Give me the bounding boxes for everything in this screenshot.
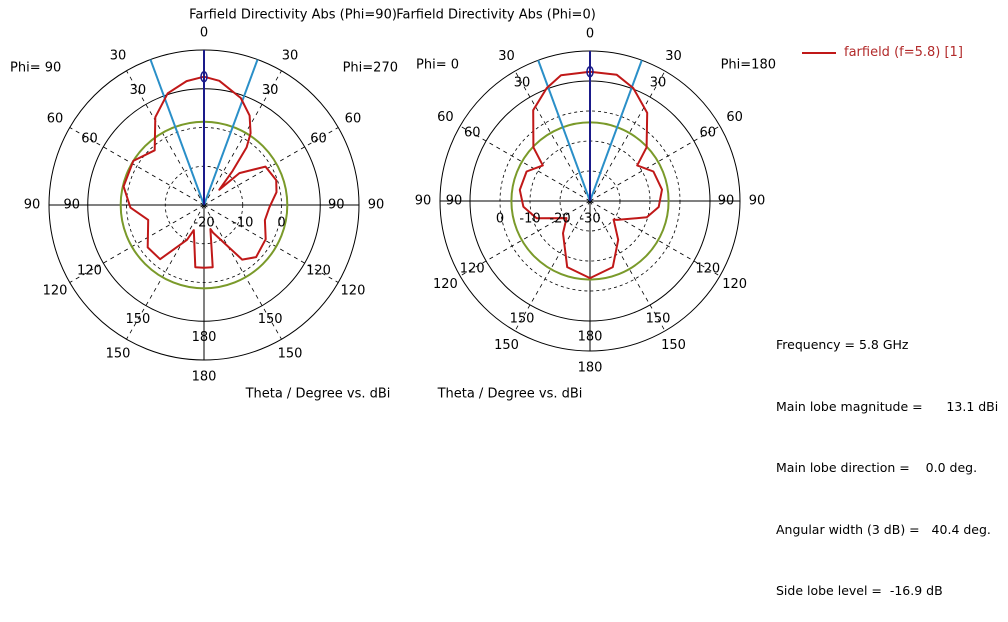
- inner-angle-label: 90: [718, 194, 735, 209]
- spoke: [126, 204, 205, 340]
- info-main-lobe-magnitude: Main lobe magnitude = 13.1 dBi: [776, 398, 999, 414]
- chart-title: Farfield Directivity Abs (Phi=0): [396, 8, 596, 23]
- outer-angle-label: 90: [368, 198, 385, 213]
- level-label: -20: [193, 216, 214, 231]
- beamwidth-line: [537, 59, 591, 202]
- inner-angle-label: 120: [77, 264, 102, 279]
- spoke: [203, 127, 339, 206]
- inner-angle-label: 90: [446, 194, 463, 209]
- spoke: [203, 204, 282, 340]
- outer-angle-label: 0: [200, 26, 208, 41]
- legend-label: farfield (f=5.8) [1]: [844, 45, 963, 60]
- level-label: -20: [549, 212, 570, 227]
- outer-angle-label: 150: [661, 338, 686, 353]
- outer-angle-label: 150: [106, 346, 131, 361]
- inner-angle-label: 150: [258, 312, 283, 327]
- info-main-lobe-direction: Main lobe direction = 0.0 deg.: [776, 460, 978, 475]
- inner-angle-label: 30: [262, 83, 279, 98]
- phi-label-right: Phi=180: [721, 58, 776, 73]
- level-label: 0: [496, 212, 504, 227]
- outer-angle-label: 180: [192, 370, 217, 385]
- legend: farfield (f=5.8) [1]: [802, 45, 963, 60]
- phi-label-left: Phi= 0: [416, 58, 459, 73]
- phi-label-left: Phi= 90: [10, 61, 61, 76]
- spoke: [589, 70, 666, 202]
- spoke: [514, 200, 591, 332]
- outer-angle-label: 60: [47, 112, 64, 127]
- outer-angle-label: 60: [437, 110, 454, 125]
- level-label: 0: [277, 216, 285, 231]
- beamwidth-line: [203, 59, 259, 206]
- outer-angle-label: 180: [578, 361, 603, 376]
- chart-title: Farfield Directivity Abs (Phi=90): [189, 8, 397, 23]
- inner-angle-label: 150: [646, 311, 671, 326]
- outer-angle-label: 60: [345, 112, 362, 127]
- outer-angle-label: 90: [749, 194, 766, 209]
- spoke: [514, 70, 591, 202]
- outer-angle-label: 120: [341, 284, 366, 299]
- info-frequency: Frequency = 5.8 GHz: [776, 337, 909, 352]
- outer-angle-label: 30: [498, 49, 515, 64]
- spoke: [69, 204, 205, 283]
- outer-angle-label: 30: [282, 49, 299, 64]
- spoke: [589, 200, 666, 332]
- outer-angle-label: 150: [278, 346, 303, 361]
- outer-angle-label: 120: [43, 284, 68, 299]
- axis-label: Theta / Degree vs. dBi: [437, 387, 583, 402]
- outer-angle-label: 90: [24, 198, 41, 213]
- outer-angle-label: 60: [726, 110, 743, 125]
- beamwidth-line: [589, 59, 643, 202]
- spoke: [589, 200, 721, 277]
- spoke: [589, 125, 721, 202]
- spoke: [459, 125, 591, 202]
- info-angular-width: Angular width (3 dB) = 40.4 deg.: [776, 521, 991, 537]
- outer-angle-label: 30: [110, 49, 127, 64]
- inner-angle-label: 180: [192, 330, 217, 345]
- inner-angle-label: 60: [700, 126, 717, 141]
- phi-label-right: Phi=270: [343, 61, 398, 76]
- polar-chart-0: [48, 49, 360, 361]
- inner-angle-label: 60: [81, 131, 98, 146]
- directivity-curve: [518, 70, 663, 280]
- info-side-lobe-level: Side lobe level = -16.9 dB: [776, 583, 943, 598]
- axis-label: Theta / Degree vs. dBi: [245, 387, 391, 402]
- polar-chart-1: [439, 50, 741, 352]
- main-lobe-marker: [586, 65, 594, 78]
- directivity-curve: [122, 75, 278, 269]
- spoke: [459, 200, 591, 277]
- inner-angle-label: 60: [464, 126, 481, 141]
- inner-angle-label: 120: [460, 262, 485, 277]
- level-label: -30: [579, 212, 600, 227]
- outer-angle-label: 90: [415, 194, 432, 209]
- farfield-info-panel: Frequency = 5.8 GHz Main lobe magnitude …: [776, 294, 998, 622]
- inner-angle-label: 90: [328, 198, 345, 213]
- inner-angle-label: 30: [514, 76, 531, 91]
- inner-angle-label: 180: [578, 330, 603, 345]
- inner-angle-label: 120: [695, 262, 720, 277]
- inner-angle-label: 150: [125, 312, 150, 327]
- outer-angle-label: 150: [494, 338, 519, 353]
- level-label: -10: [232, 216, 253, 231]
- outer-angle-label: 120: [722, 277, 747, 292]
- inner-angle-label: 150: [510, 311, 535, 326]
- spoke: [126, 70, 205, 206]
- inner-angle-label: 90: [63, 198, 80, 213]
- beamwidth-line: [149, 59, 205, 206]
- legend-swatch: [802, 51, 836, 54]
- farfield-polar-plots: 0 30 60 90 120 150 180 150 120 90 60 30 30 60 90 120 150…: [10, 8, 776, 402]
- spoke: [69, 127, 205, 206]
- inner-angle-label: 30: [130, 83, 147, 98]
- outer-angle-label: 30: [665, 49, 682, 64]
- inner-angle-label: 60: [310, 131, 327, 146]
- inner-angle-label: 30: [650, 76, 667, 91]
- main-lobe-marker: [200, 70, 208, 83]
- outer-angle-label: 120: [433, 277, 458, 292]
- level-label: -10: [519, 212, 540, 227]
- spoke: [203, 204, 339, 283]
- outer-angle-label: 0: [586, 27, 594, 42]
- inner-angle-label: 120: [306, 264, 331, 279]
- spoke: [203, 70, 282, 206]
